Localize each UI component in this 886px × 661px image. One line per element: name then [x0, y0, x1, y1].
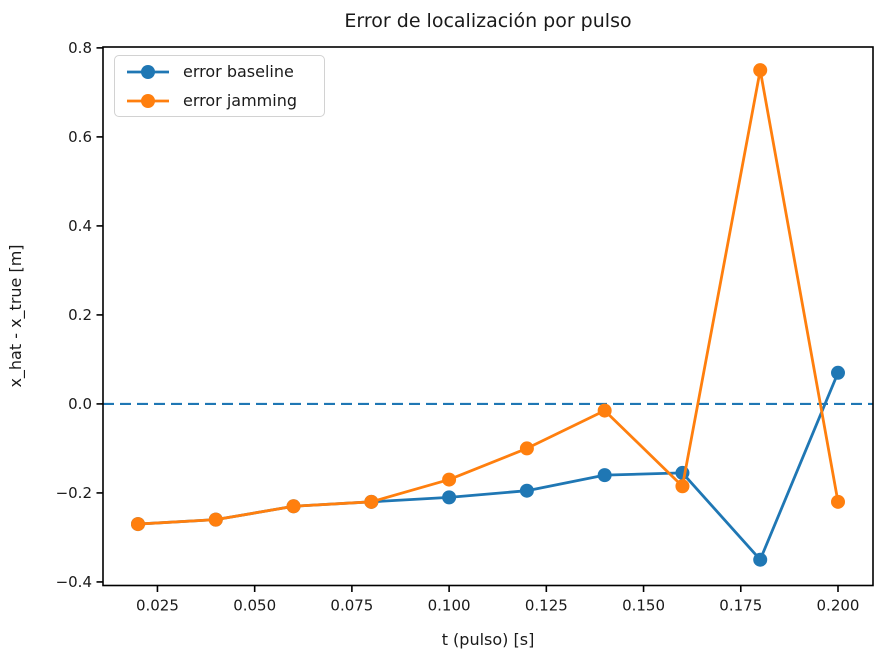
x-tick-label: 0.050 [233, 597, 276, 615]
data-point-error-jamming [831, 494, 845, 509]
x-tick-label: 0.075 [330, 597, 373, 615]
y-tick-label: 0.8 [68, 39, 92, 57]
data-point-error-jamming [442, 472, 457, 487]
data-point-error-baseline [831, 365, 845, 380]
y-tick-label: 0.0 [68, 395, 92, 413]
legend: error baseline error jamming [114, 55, 325, 117]
x-tick-label: 0.150 [622, 597, 665, 615]
y-tick-label: −0.4 [56, 573, 92, 591]
data-point-error-baseline [675, 465, 690, 480]
legend-line-marker-sample [127, 93, 169, 108]
data-point-error-jamming [364, 494, 379, 509]
data-point-error-baseline [519, 483, 534, 498]
chart-title: Error de localización por pulso [344, 10, 631, 32]
y-tick-label: −0.2 [56, 484, 92, 502]
data-point-error-jamming [753, 63, 768, 78]
x-tick-label: 0.025 [136, 597, 179, 615]
data-point-error-baseline [597, 468, 612, 483]
data-point-error-jamming [597, 403, 612, 418]
plot-border [102, 46, 874, 587]
data-point-error-jamming [208, 512, 223, 527]
legend-line-marker-sample [127, 64, 169, 79]
data-point-error-jamming [131, 517, 145, 532]
x-tick-label: 0.100 [428, 597, 471, 615]
legend-item-error-jamming: error jamming [125, 86, 314, 115]
series-line-error-jamming [136, 68, 840, 526]
data-point-error-jamming [675, 479, 690, 494]
x-tick-label: 0.125 [525, 597, 568, 615]
data-point-error-baseline [442, 490, 457, 505]
y-tick-label: 0.6 [68, 128, 92, 146]
x-tick-label: 0.200 [817, 597, 860, 615]
data-point-error-baseline [753, 552, 768, 567]
legend-item-error-baseline: error baseline [125, 57, 314, 86]
y-tick-label: 0.2 [68, 306, 92, 324]
y-tick-label: 0.4 [68, 217, 92, 235]
data-point-error-jamming [286, 499, 301, 514]
x-tick-label: 0.175 [719, 597, 762, 615]
legend-label: error baseline [183, 62, 294, 81]
y-axis-label: x_hat - x_true [m] [6, 244, 26, 387]
legend-label: error jamming [183, 91, 297, 110]
data-point-error-jamming [519, 441, 534, 456]
x-axis-label: t (pulso) [s] [442, 630, 535, 649]
plot-area: 0.025 0.050 0.075 0.100 0.125 0.150 0.175 0.200… [56, 39, 874, 615]
series-line-error-baseline [136, 371, 840, 562]
